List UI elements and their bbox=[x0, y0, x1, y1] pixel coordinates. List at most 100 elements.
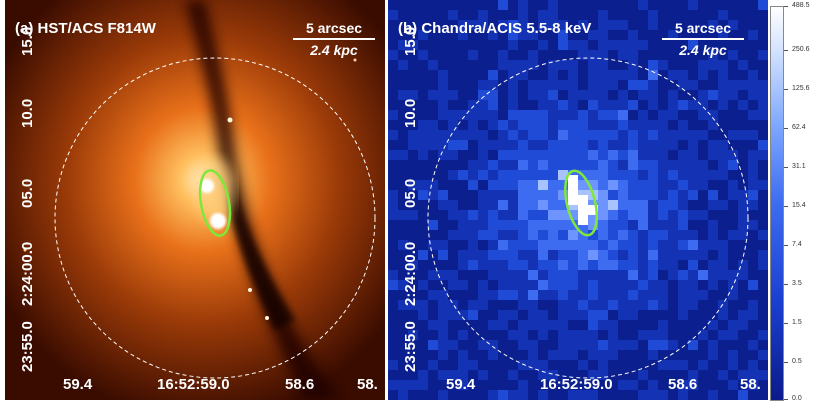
xray-pixel bbox=[398, 380, 408, 390]
xray-pixel bbox=[608, 260, 618, 270]
colorbar-tick bbox=[784, 128, 788, 129]
xray-pixel bbox=[618, 180, 628, 190]
xray-pixel bbox=[518, 210, 528, 220]
xray-pixel bbox=[448, 340, 458, 350]
xray-pixel bbox=[718, 30, 728, 40]
xray-pixel bbox=[708, 230, 718, 240]
xray-pixel bbox=[438, 240, 448, 250]
xray-pixel bbox=[548, 130, 558, 140]
xray-pixel bbox=[438, 330, 448, 340]
xray-pixel bbox=[608, 170, 618, 180]
xray-pixel bbox=[388, 280, 398, 290]
xray-pixel bbox=[578, 290, 588, 300]
xray-pixel bbox=[668, 140, 678, 150]
xray-pixel bbox=[498, 190, 508, 200]
xray-pixel bbox=[568, 210, 578, 220]
xray-pixel bbox=[748, 70, 758, 80]
xray-pixel bbox=[678, 220, 688, 230]
xray-pixel bbox=[628, 100, 638, 110]
xray-pixel bbox=[538, 320, 548, 330]
xray-pixel bbox=[538, 90, 548, 100]
xray-pixel bbox=[558, 130, 568, 140]
xray-pixel bbox=[478, 160, 488, 170]
point-source bbox=[248, 288, 252, 292]
colorbar-tick bbox=[784, 284, 788, 285]
xray-pixel bbox=[718, 300, 728, 310]
xray-pixel bbox=[738, 260, 748, 270]
xray-pixel bbox=[548, 290, 558, 300]
xray-pixel bbox=[478, 230, 488, 240]
xray-pixel bbox=[658, 390, 668, 400]
xray-pixel bbox=[458, 370, 468, 380]
xray-pixel bbox=[428, 340, 438, 350]
xray-pixel bbox=[648, 70, 658, 80]
xray-pixel bbox=[628, 80, 638, 90]
xray-pixel bbox=[488, 160, 498, 170]
xray-pixel bbox=[448, 270, 458, 280]
xray-pixel bbox=[678, 360, 688, 370]
xray-pixel bbox=[708, 20, 718, 30]
xray-pixel bbox=[578, 90, 588, 100]
xray-pixel bbox=[608, 150, 618, 160]
xray-pixel bbox=[758, 350, 768, 360]
colorbar-tick bbox=[784, 89, 788, 90]
xray-pixel bbox=[498, 230, 508, 240]
xray-pixel bbox=[638, 90, 648, 100]
xray-pixel bbox=[508, 290, 518, 300]
xray-pixel bbox=[578, 50, 588, 60]
xray-pixel bbox=[598, 230, 608, 240]
xray-pixel bbox=[578, 110, 588, 120]
xray-pixel bbox=[438, 200, 448, 210]
xray-pixel bbox=[518, 290, 528, 300]
xray-pixel bbox=[668, 360, 678, 370]
xray-pixel bbox=[758, 140, 768, 150]
xray-pixel bbox=[638, 330, 648, 340]
xray-pixel bbox=[528, 260, 538, 270]
xray-pixel bbox=[718, 60, 728, 70]
xray-pixel bbox=[528, 130, 538, 140]
xray-pixel bbox=[558, 350, 568, 360]
xray-pixel bbox=[638, 390, 648, 400]
xray-pixel bbox=[488, 70, 498, 80]
xray-pixel bbox=[588, 100, 598, 110]
xray-pixel bbox=[748, 180, 758, 190]
xray-pixel bbox=[708, 240, 718, 250]
xray-pixel bbox=[518, 120, 528, 130]
colorbar-label: 250.6 bbox=[792, 46, 810, 53]
xray-pixel bbox=[608, 230, 618, 240]
hst-dec-tick-3: 05.0 bbox=[19, 178, 36, 208]
xray-pixel bbox=[628, 280, 638, 290]
xray-pixel bbox=[468, 220, 478, 230]
xray-pixel bbox=[628, 150, 638, 160]
xray-pixel bbox=[548, 240, 558, 250]
xray-pixel bbox=[518, 190, 528, 200]
xray-pixel bbox=[508, 270, 518, 280]
xray-pixel bbox=[668, 70, 678, 80]
xray-pixel bbox=[648, 340, 658, 350]
xray-pixel bbox=[458, 130, 468, 140]
xray-pixel bbox=[518, 20, 528, 30]
xray-pixel bbox=[538, 200, 548, 210]
xray-pixel bbox=[628, 380, 638, 390]
xray-pixel bbox=[588, 160, 598, 170]
xray-pixel bbox=[748, 340, 758, 350]
xray-pixel bbox=[638, 270, 648, 280]
xray-pixel bbox=[648, 180, 658, 190]
xray-pixel bbox=[518, 160, 528, 170]
xray-pixel bbox=[508, 100, 518, 110]
xray-pixel bbox=[558, 250, 568, 260]
xray-pixel bbox=[738, 80, 748, 90]
hst-scale-kpc: 2.4 kpc bbox=[310, 42, 358, 58]
xray-pixel bbox=[588, 340, 598, 350]
xray-pixel bbox=[668, 170, 678, 180]
xray-pixel bbox=[508, 230, 518, 240]
xray-pixel bbox=[528, 210, 538, 220]
xray-pixel bbox=[568, 230, 578, 240]
xray-pixel bbox=[518, 110, 528, 120]
xray-pixel bbox=[598, 340, 608, 350]
xray-pixel bbox=[628, 230, 638, 240]
xray-pixel bbox=[618, 200, 628, 210]
xray-pixel bbox=[578, 330, 588, 340]
xray-pixel bbox=[408, 210, 418, 220]
xray-pixel bbox=[498, 280, 508, 290]
